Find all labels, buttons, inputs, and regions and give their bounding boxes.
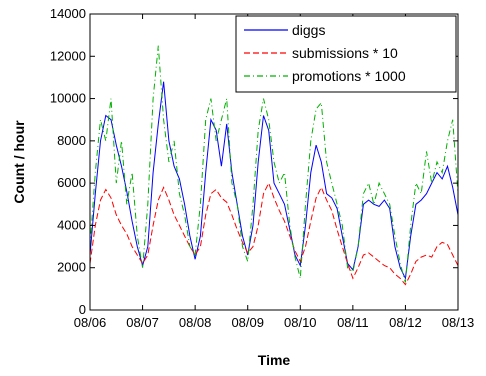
y-tick-label: 0 bbox=[79, 302, 86, 317]
y-tick-label: 2000 bbox=[57, 260, 86, 275]
y-tick-label: 10000 bbox=[50, 91, 86, 106]
legend-box bbox=[235, 15, 457, 93]
y-tick-label: 6000 bbox=[57, 175, 86, 190]
plot-lines bbox=[89, 45, 459, 286]
x-tick-label: 08/06 bbox=[74, 315, 107, 330]
y-tick-label: 14000 bbox=[50, 6, 86, 21]
legend: diggs submissions * 10 promotions * 1000 bbox=[235, 15, 457, 93]
legend-label-2: submissions * 10 bbox=[292, 45, 398, 61]
y-tick-label: 8000 bbox=[57, 133, 86, 148]
series-line-3 bbox=[89, 45, 459, 283]
x-tick-label: 08/11 bbox=[337, 315, 369, 330]
y-axis-label: Count / hour bbox=[11, 120, 27, 204]
axis-ticks: 0 2000 4000 6000 8000 10000 12000 14000 08/06 08/… bbox=[50, 6, 474, 330]
x-tick-label: 08/07 bbox=[126, 315, 159, 330]
x-tick-label: 08/13 bbox=[442, 315, 475, 330]
x-tick-label: 08/09 bbox=[231, 315, 264, 330]
x-tick-label: 08/12 bbox=[389, 315, 422, 330]
legend-label-1: diggs bbox=[292, 22, 325, 38]
y-tick-label: 12000 bbox=[50, 48, 86, 63]
legend-label-3: promotions * 1000 bbox=[292, 68, 406, 84]
x-tick-label: 08/10 bbox=[284, 315, 317, 330]
x-tick-label: 08/08 bbox=[179, 315, 212, 330]
axes-frame bbox=[89, 13, 459, 311]
x-axis-label: Time bbox=[258, 352, 291, 368]
y-tick-label: 4000 bbox=[57, 217, 86, 232]
series-line-2 bbox=[89, 181, 459, 286]
series-line-1 bbox=[89, 81, 459, 281]
